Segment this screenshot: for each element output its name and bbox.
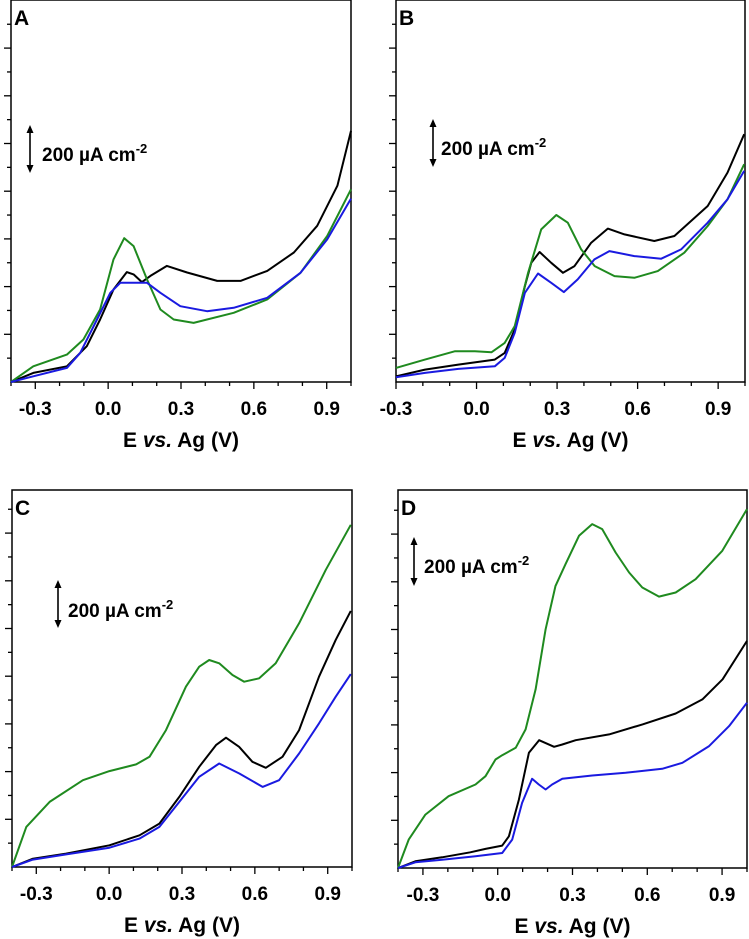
x-tick-label: 0.3 — [168, 399, 194, 420]
x-axis-title-part: vs. — [534, 915, 563, 938]
panel-d: -0.3 0.0 0.3 0.6 0.9 E vs. Ag (V) D 200 µA cm-2 — [391, 489, 748, 938]
x-axis-title-part: E — [123, 429, 143, 452]
x-tick-label: 0.3 — [169, 884, 195, 905]
scale-bar-value: 200 — [42, 145, 74, 166]
series-line — [10, 188, 352, 383]
x-tick-label: 0.3 — [544, 399, 570, 420]
series-line — [10, 130, 352, 383]
panel-letter: D — [401, 497, 416, 520]
arrow-down-icon — [429, 159, 437, 167]
x-tick-label: 0.0 — [96, 884, 122, 905]
arrow-down-icon — [410, 578, 418, 586]
x-axis-title-part: Ag (V) — [562, 429, 629, 452]
series-line — [11, 610, 352, 868]
x-axis-title: E vs. Ag (V) — [513, 429, 629, 452]
scale-bar-unit: µA cm — [461, 557, 518, 578]
series-line — [11, 524, 352, 868]
x-tick-label: 0.0 — [463, 399, 489, 420]
series-line — [397, 702, 748, 869]
arrow-up-icon — [410, 537, 418, 545]
arrow-up-icon — [429, 119, 437, 127]
x-tick-label: 0.9 — [709, 885, 735, 906]
scale-bar-unit: µA cm — [79, 145, 136, 166]
scale-bar-exponent: -2 — [535, 135, 547, 150]
x-tick-label: 0.3 — [559, 885, 585, 906]
panel-letter: C — [15, 497, 30, 520]
plot-frame — [10, 0, 352, 383]
series-line — [397, 640, 748, 869]
arrow-up-icon — [26, 125, 34, 133]
x-axis-title: E vs. Ag (V) — [515, 915, 631, 938]
x-tick-label: -0.3 — [19, 399, 52, 420]
series-line — [11, 673, 352, 868]
panel-b: -0.3 0.0 0.3 0.6 0.9 E vs. Ag (V) B 200 µA cm-2 — [380, 0, 746, 452]
series-line — [395, 163, 746, 369]
series-line — [397, 508, 748, 869]
x-axis-title-part: Ag (V) — [564, 915, 631, 938]
panel-a: -0.3 0.0 0.3 0.6 0.9 E vs. Ag (V) A 200 µA cm-2 — [4, 0, 352, 452]
scale-bar-value: 200 — [441, 139, 473, 160]
arrow-up-icon — [54, 580, 62, 588]
arrow-down-icon — [54, 620, 62, 628]
plot-frame — [395, 0, 746, 383]
x-axis-title-part: vs. — [532, 429, 561, 452]
x-tick-label: 0.6 — [634, 885, 660, 906]
scale-bar-value: 200 — [424, 557, 456, 578]
x-axis-title: E vs. Ag (V) — [124, 914, 240, 937]
x-axis-title-part: vs. — [143, 429, 172, 452]
x-tick-label: 0.6 — [241, 399, 267, 420]
panel-letter: A — [14, 7, 29, 30]
scale-bar-label: 200 µA cm-2 — [42, 141, 147, 166]
x-tick-label: 0.9 — [315, 884, 341, 905]
panel-c: -0.3 0.0 0.3 0.6 0.9 E vs. Ag (V) C 200 µA cm-2 — [5, 489, 353, 937]
scale-bar-label: 200 µA cm-2 — [441, 135, 546, 160]
scale-bar-label: 200 µA cm-2 — [424, 553, 529, 578]
panel-letter: B — [399, 7, 414, 30]
plot-frame — [11, 489, 353, 868]
x-axis-title-part: Ag (V) — [173, 914, 240, 937]
x-axis-title-part: vs. — [144, 914, 173, 937]
scale-bar-value: 200 — [68, 601, 100, 622]
scale-bar-unit: µA cm — [478, 139, 535, 160]
x-tick-label: -0.3 — [20, 884, 53, 905]
x-tick-label: 0.6 — [242, 884, 268, 905]
x-tick-label: 0.6 — [624, 399, 650, 420]
scale-bar-exponent: -2 — [518, 553, 530, 568]
scale-bar-label: 200 µA cm-2 — [68, 597, 173, 622]
scale-bar-unit: µA cm — [105, 601, 162, 622]
series-line — [395, 133, 746, 378]
x-tick-label: 0.9 — [705, 399, 731, 420]
plot-frame — [397, 489, 748, 869]
x-tick-label: -0.3 — [407, 885, 440, 906]
x-axis-title-part: Ag (V) — [172, 429, 239, 452]
x-axis-title-part: E — [515, 915, 535, 938]
series-line — [10, 198, 352, 383]
arrow-down-icon — [26, 165, 34, 173]
x-tick-label: 0.9 — [314, 399, 340, 420]
x-tick-label: 0.0 — [95, 399, 121, 420]
x-axis-title-part: E — [513, 429, 533, 452]
x-tick-label: -0.3 — [380, 399, 413, 420]
x-tick-label: 0.0 — [485, 885, 511, 906]
scale-bar-exponent: -2 — [162, 597, 174, 612]
x-axis-title: E vs. Ag (V) — [123, 429, 239, 452]
scale-bar-exponent: -2 — [136, 141, 148, 156]
x-axis-title-part: E — [124, 914, 144, 937]
series-line — [395, 170, 746, 379]
